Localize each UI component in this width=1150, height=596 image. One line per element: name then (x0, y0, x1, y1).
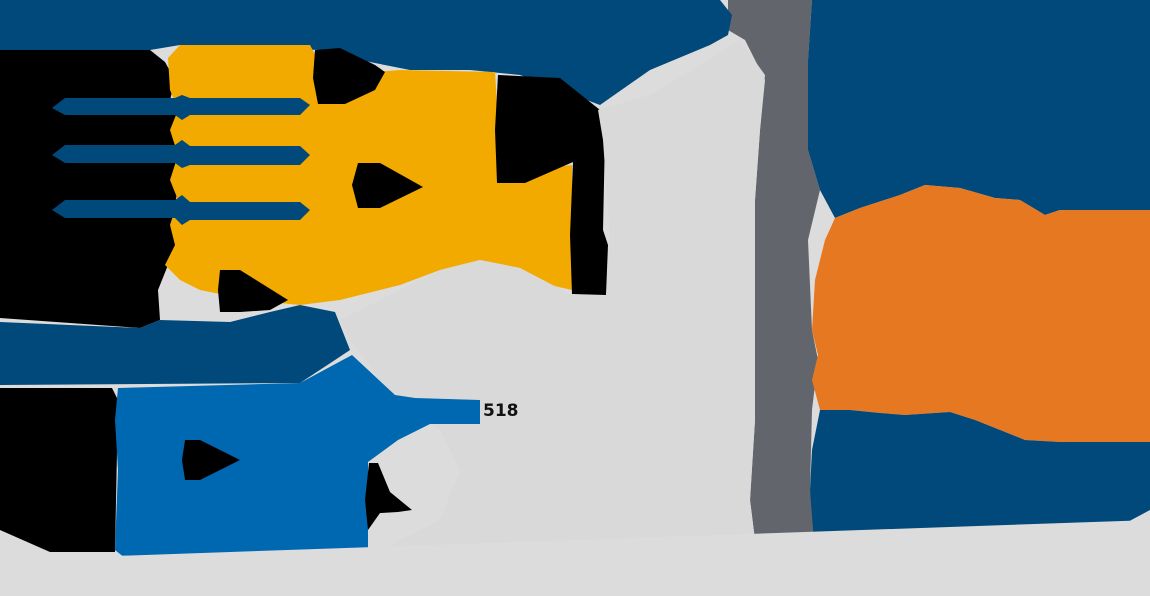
vertical-connector (495, 75, 608, 295)
bottom-gray-strip (0, 520, 1150, 596)
center-gray-region (340, 40, 765, 596)
play-triangle-marker (182, 440, 240, 480)
blue-bar-region (115, 355, 480, 558)
arrow-bar-1 (52, 95, 310, 120)
triangle-marker-1 (313, 48, 385, 104)
right-panel-orange (812, 185, 1150, 442)
arrow-bar-3 (52, 195, 310, 225)
bar-value-label: 518 (483, 401, 519, 421)
triangle-marker-2 (352, 163, 423, 208)
lower-left-text-block (0, 388, 118, 552)
right-panel-top (808, 0, 1150, 218)
triangle-marker-3 (218, 270, 288, 312)
divider-band (728, 0, 820, 596)
pointer-marker (365, 463, 412, 530)
subheader-band (0, 305, 350, 385)
left-text-block (0, 50, 182, 328)
arrow-bar-2 (52, 140, 310, 168)
